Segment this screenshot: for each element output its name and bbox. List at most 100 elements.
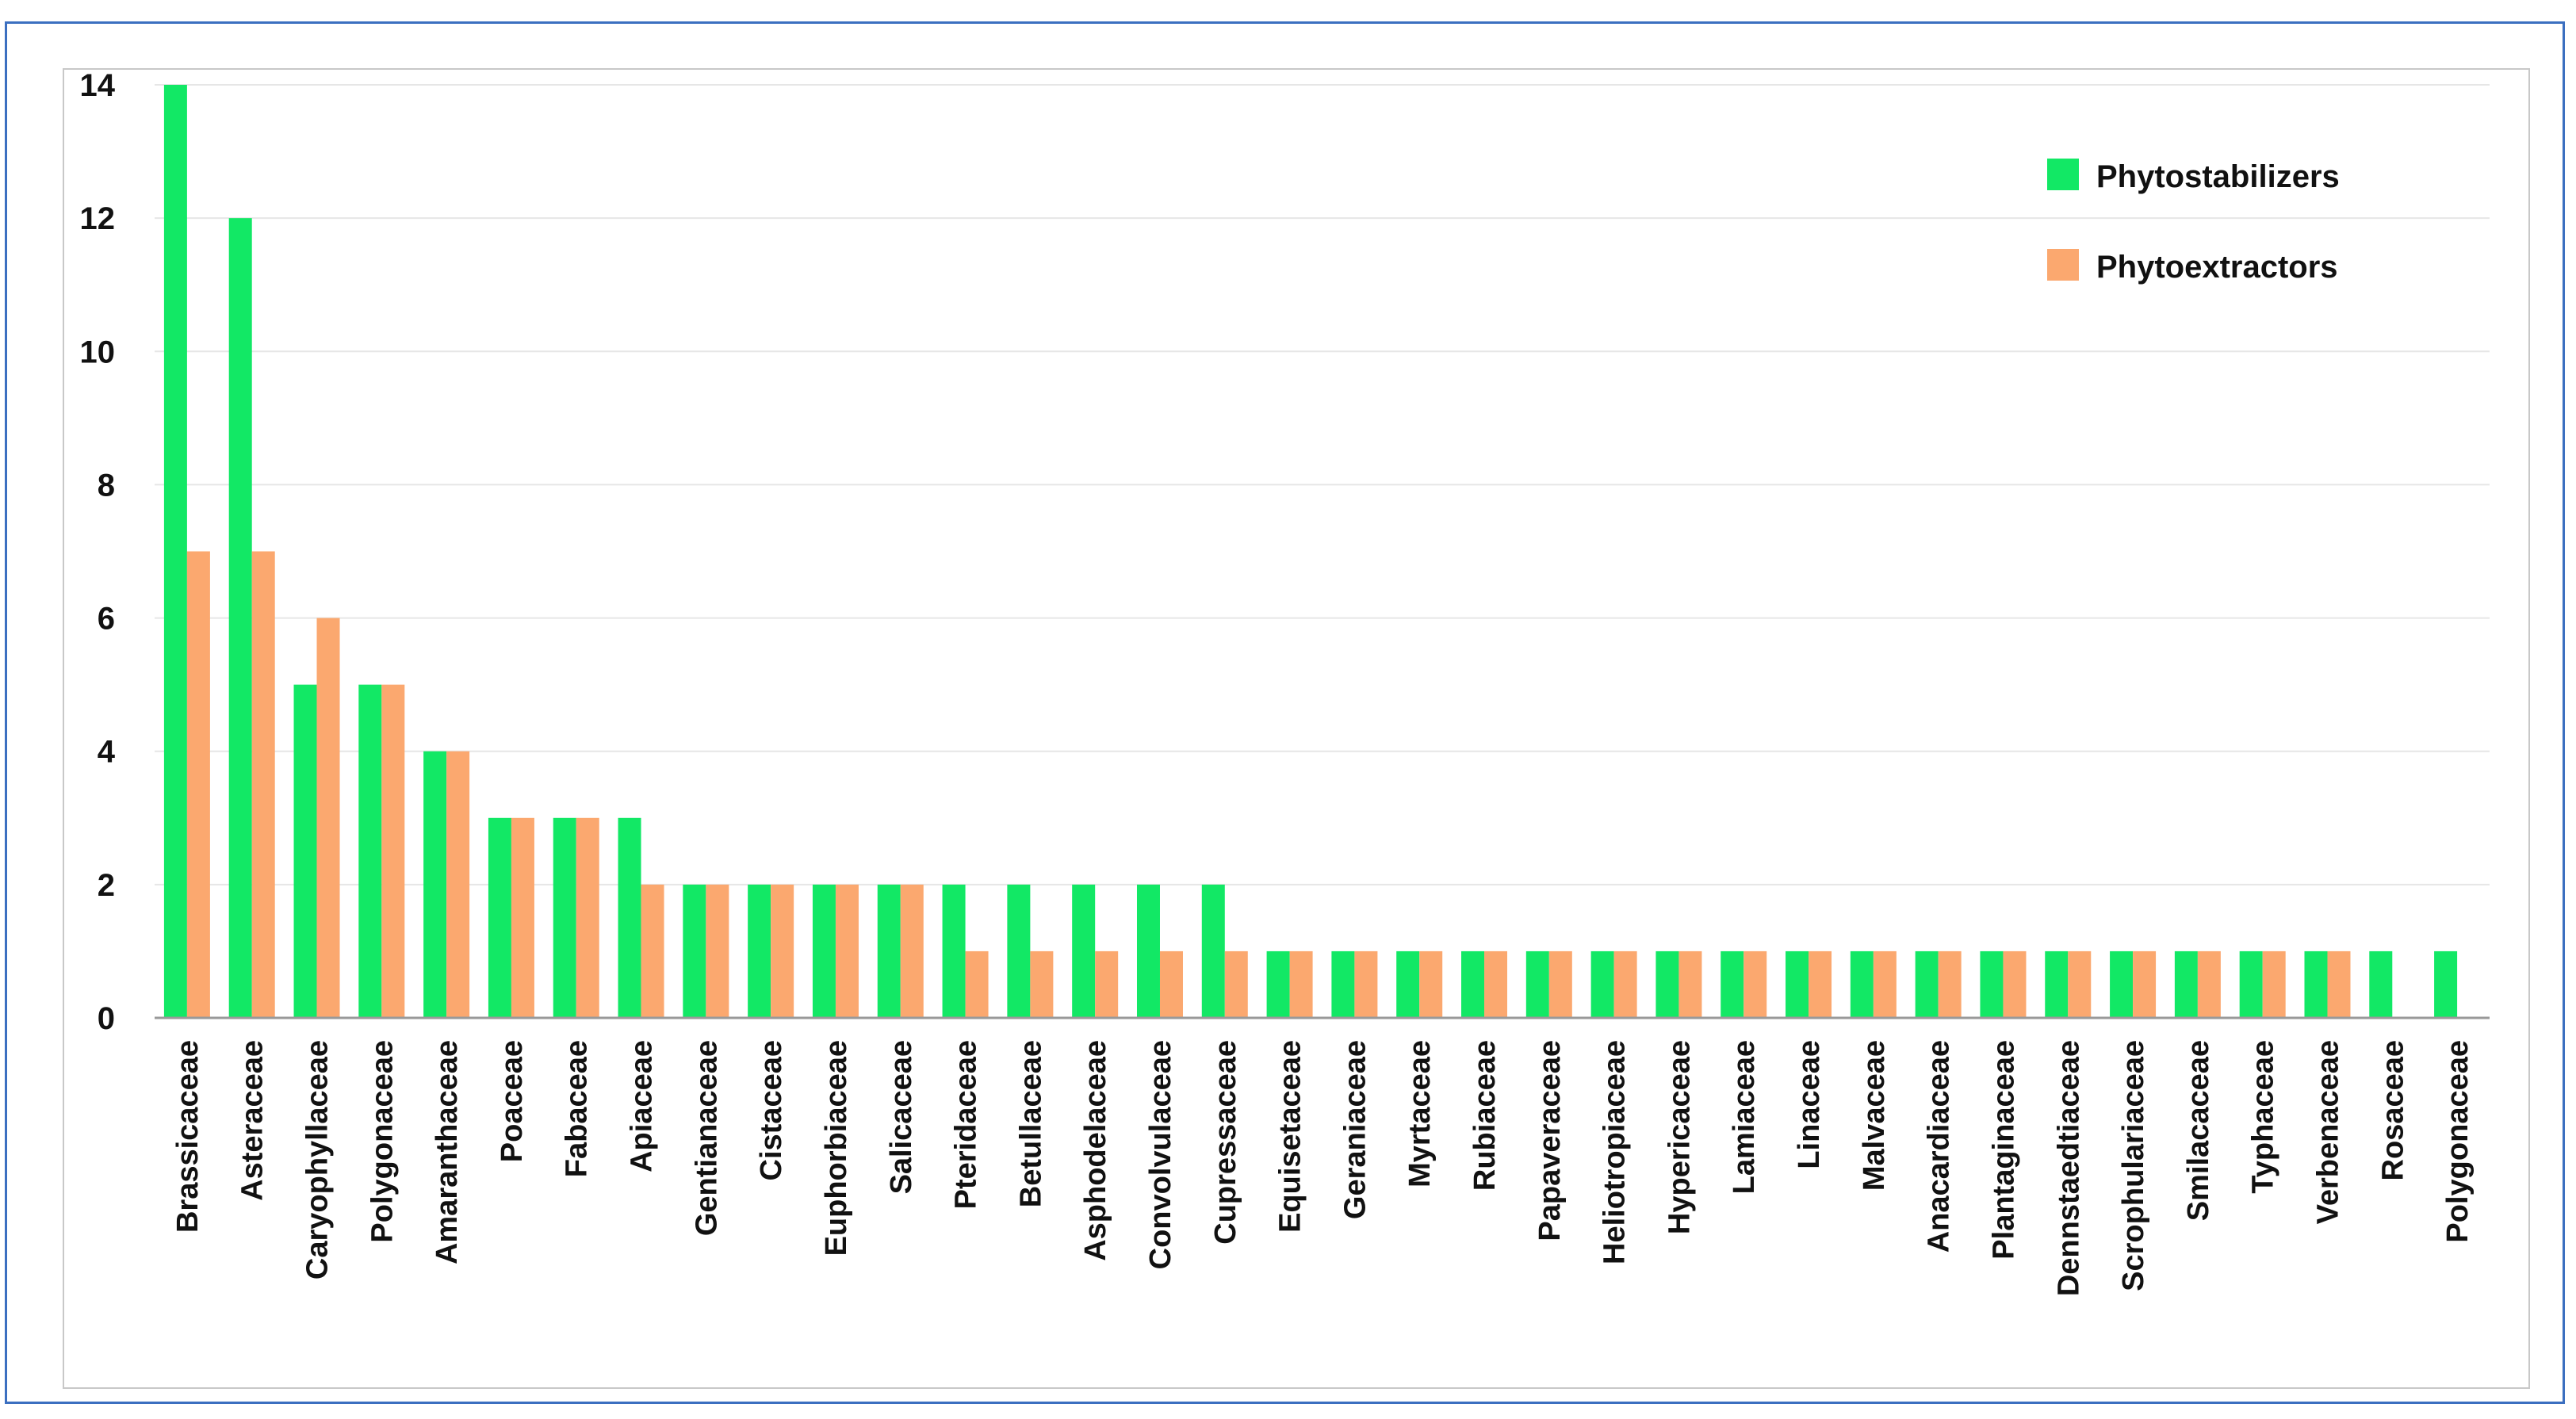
x-category-label: Papaveraceae [1533,1040,1567,1241]
y-tick-label: 0 [98,1001,115,1036]
bar-phytoextractors-papaveraceae [1548,950,1572,1018]
bar-phytoextractors-euphorbiaceae [835,884,859,1018]
y-tick-label: 14 [80,68,116,103]
legend-label-phytoextractors: Phytoextractors [2096,250,2338,285]
bar-phytoextractors-myrtaceae [1419,950,1443,1018]
x-category-label: Linaceae [1793,1040,1826,1169]
x-category-label: Lamiaceae [1728,1040,1761,1194]
bar-phytostabilizers-plantaginaceae [1980,950,2004,1018]
bar-phytostabilizers-cupressaceae [1201,884,1225,1018]
y-tick-label: 6 [98,602,115,637]
x-category-label: Cistaceae [755,1040,788,1180]
bar-phytostabilizers-polygonaceae [358,684,382,1018]
bar-phytostabilizers-betullaceae [1007,884,1031,1018]
bar-phytoextractors-asteraceae [251,551,275,1018]
bar-phytoextractors-malvaceae [1873,950,1897,1018]
x-category-label: Salicaceae [885,1040,918,1194]
x-category-label: Brassicaceae [171,1040,205,1233]
bar-phytostabilizers-fabaceae [553,817,576,1018]
bar-phytostabilizers-amaranthaceae [423,751,447,1018]
x-category-label: Myrtaceae [1403,1040,1437,1188]
bar-phytoextractors-plantaginaceae [2003,950,2027,1018]
x-category-label: Geraniaceae [1338,1040,1372,1219]
x-category-label: Rubiaceae [1468,1040,1502,1191]
x-category-label: Apiaceae [626,1040,659,1172]
x-category-label: Hypericaceae [1663,1040,1696,1234]
legend-swatch-phytostabilizers [2047,159,2079,190]
chart-area-border [63,68,2530,1389]
bar-phytoextractors-betullaceae [1030,950,1054,1018]
x-category-label: Malvaceae [1858,1040,1891,1191]
bar-phytostabilizers-lamiaceae [1721,950,1744,1018]
bar-phytostabilizers-rubiaceae [1461,950,1485,1018]
y-tick-label: 10 [80,335,116,369]
gridlines [155,84,2490,885]
bar-phytoextractors-polygonaceae [381,684,405,1018]
y-tick-label: 12 [80,201,116,236]
x-category-label: Caryophyllaceae [301,1040,335,1279]
x-category-label: Gentianaceae [690,1040,723,1236]
x-category-label: Cupressaceae [1209,1040,1242,1245]
bars [163,85,2458,1019]
bar-phytoextractors-hypericaceae [1678,950,1702,1018]
x-category-label: Equisetaceae [1274,1040,1307,1233]
bar-phytostabilizers-heliotropiaceae [1590,950,1614,1018]
x-category-label: Asphodelaceae [1079,1040,1112,1261]
bar-phytoextractors-heliotropiaceae [1613,950,1637,1018]
bar-phytoextractors-asphodelaceae [1095,950,1119,1018]
x-category-label: Amaranthaceae [431,1040,464,1264]
bar-phytoextractors-geraniaceae [1354,950,1378,1018]
bar-phytostabilizers-caryophyllaceae [293,684,317,1018]
bar-phytostabilizers-poaceae [488,817,511,1018]
bar-phytostabilizers-anacardiaceae [1915,950,1939,1018]
bar-phytoextractors-pteridaceae [965,950,989,1018]
x-category-label: Anacardiaceae [1923,1040,1956,1253]
bar-phytostabilizers-equisetaceae [1266,950,1290,1018]
bar-phytostabilizers-convolvulaceae [1136,884,1160,1018]
bar-phytostabilizers-asteraceae [228,218,252,1019]
bar-phytoextractors-cistaceae [771,884,794,1018]
bar-phytoextractors-lamiaceae [1743,950,1767,1018]
bar-phytoextractors-gentianaceae [706,884,729,1018]
bar-phytostabilizers-asphodelaceae [1072,884,1096,1018]
bar-phytostabilizers-dennstaedtiaceae [2045,950,2069,1018]
legend: Phytostabilizers Phytoextractors [2047,159,2340,285]
x-category-label: Poaceae [496,1040,529,1162]
x-category-label: Scrophulariaceae [2117,1040,2150,1291]
bar-phytostabilizers-polygonaceae [2434,950,2458,1018]
x-category-label: Euphorbiaceae [820,1040,853,1256]
x-category-label: Convolvulaceae [1144,1040,1177,1269]
bar-phytostabilizers-cistaceae [748,884,771,1018]
x-category-label: Rosaceae [2376,1040,2409,1180]
bar-phytoextractors-cupressaceae [1224,950,1248,1018]
bar-phytoextractors-typhaceae [2262,950,2286,1018]
bar-phytostabilizers-hypericaceae [1655,950,1679,1018]
bar-phytostabilizers-brassicaceae [163,85,187,1018]
legend-swatch-phytoextractors [2047,249,2079,281]
bar-phytoextractors-scrophulariaceae [2133,950,2157,1018]
x-category-label: Fabaceae [561,1040,594,1177]
bar-phytoextractors-verbenaceae [2327,950,2351,1018]
y-tick-label: 2 [98,868,115,903]
x-category-label: Polygonaceae [2441,1040,2475,1243]
bar-phytostabilizers-papaveraceae [1525,950,1549,1018]
bar-phytostabilizers-geraniaceae [1331,950,1355,1018]
y-tick-label: 4 [98,735,116,770]
figure-border [5,21,2565,1404]
bar-phytoextractors-fabaceae [576,817,599,1018]
x-category-label: Heliotropiaceae [1598,1040,1632,1264]
bar-phytostabilizers-gentianaceae [683,884,706,1018]
bar-phytoextractors-salicaceae [900,884,924,1018]
bar-phytoextractors-convolvulaceae [1159,950,1183,1018]
y-tick-label: 8 [98,468,115,503]
bar-phytostabilizers-rosaceae [2369,950,2393,1018]
x-category-label: Asteraceae [236,1040,270,1201]
x-category-label: Verbenaceae [2311,1040,2344,1224]
x-category-label: Pteridaceae [950,1040,983,1209]
bar-phytostabilizers-verbenaceae [2304,950,2328,1018]
x-category-label: Betullaceae [1014,1040,1047,1207]
bar-phytostabilizers-typhaceae [2239,950,2263,1018]
bar-phytostabilizers-salicaceae [877,884,901,1018]
bar-phytostabilizers-smilacaceae [2174,950,2198,1018]
